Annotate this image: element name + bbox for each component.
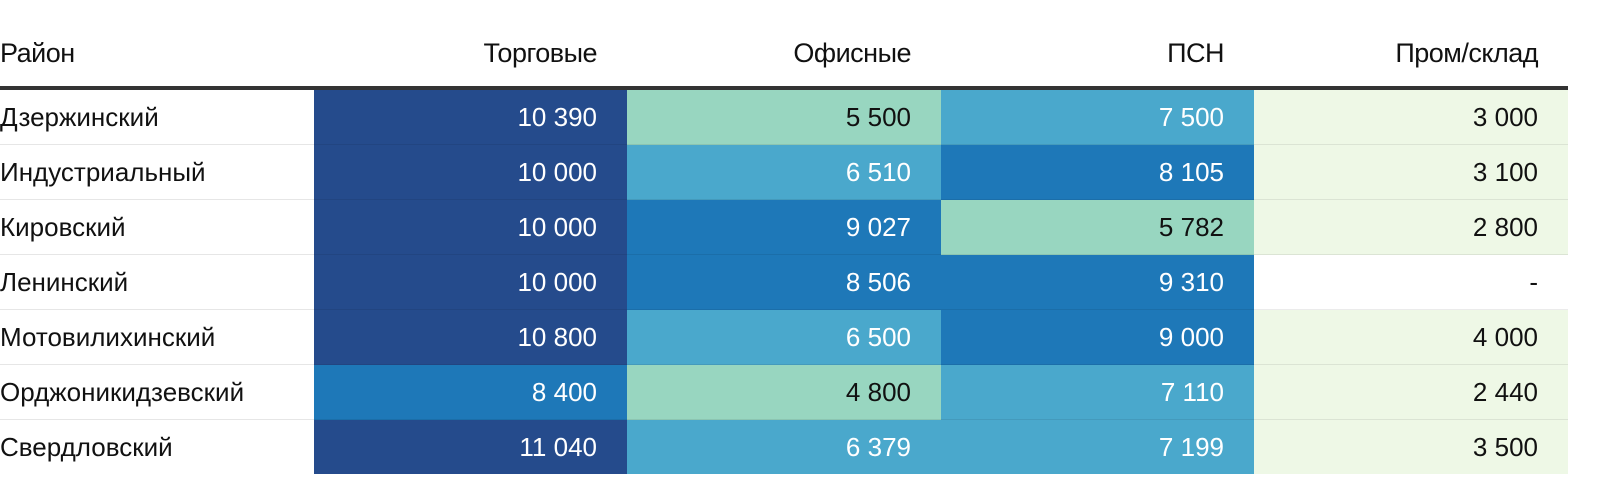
row-label-district: Свердловский	[0, 419, 314, 474]
heatmap-cell: 9 027	[627, 199, 941, 255]
table-row: Свердловский 11 040 6 379 7 199 3 500	[0, 419, 1568, 474]
heatmap-cell: 6 510	[627, 144, 941, 200]
heatmap-cell: 10 000	[314, 254, 627, 310]
table-body: Дзержинский 10 390 5 500 7 500 3 000 Индустри…	[0, 88, 1568, 474]
heatmap-cell: 8 105	[941, 144, 1254, 200]
heatmap-cell: 6 500	[627, 309, 941, 365]
heatmap-cell: 10 000	[314, 199, 627, 255]
header-row: Район Торговые Офисные ПСН Пром/склад	[0, 20, 1568, 90]
heatmap-cell: 3 100	[1254, 144, 1568, 200]
heatmap-cell: 8 506	[627, 254, 941, 310]
table-row: Дзержинский 10 390 5 500 7 500 3 000	[0, 88, 1568, 145]
column-header-office: Офисные	[627, 20, 941, 90]
heatmap-cell: 9 310	[941, 254, 1254, 310]
heatmap-cell: 10 800	[314, 309, 627, 365]
heatmap-cell: 8 400	[314, 364, 627, 420]
column-header-retail: Торговые	[314, 20, 627, 90]
heatmap-table: Район Торговые Офисные ПСН Пром/склад Дз…	[0, 20, 1568, 474]
row-label-district: Кировский	[0, 199, 314, 255]
heatmap-cell: 9 000	[941, 309, 1254, 365]
heatmap-cell: 5 500	[627, 88, 941, 145]
table-row: Мотовилихинский 10 800 6 500 9 000 4 000	[0, 309, 1568, 365]
heatmap-cell: 7 199	[941, 419, 1254, 474]
row-label-district: Мотовилихинский	[0, 309, 314, 365]
heatmap-cell: 3 500	[1254, 419, 1568, 474]
heatmap-cell: 2 800	[1254, 199, 1568, 255]
heatmap-cell: -	[1254, 254, 1568, 310]
table-row: Ленинский 10 000 8 506 9 310-	[0, 254, 1568, 310]
row-label-district: Индустриальный	[0, 144, 314, 200]
table-header: Район Торговые Офисные ПСН Пром/склад	[0, 20, 1568, 90]
heatmap-cell: 7 110	[941, 364, 1254, 420]
heatmap-cell: 11 040	[314, 419, 627, 474]
column-header-district: Район	[0, 20, 314, 90]
heatmap-cell: 4 000	[1254, 309, 1568, 365]
table-row: Орджоникидзевский 8 400 4 800 7 110 2 440	[0, 364, 1568, 420]
row-label-district: Ленинский	[0, 254, 314, 310]
heatmap-cell: 10 390	[314, 88, 627, 145]
table-row: Кировский 10 000 9 027 5 782 2 800	[0, 199, 1568, 255]
heatmap-cell: 7 500	[941, 88, 1254, 145]
heatmap-cell: 2 440	[1254, 364, 1568, 420]
heatmap-cell: 10 000	[314, 144, 627, 200]
heatmap-cell: 5 782	[941, 199, 1254, 255]
heatmap-cell: 4 800	[627, 364, 941, 420]
table-row: Индустриальный 10 000 6 510 8 105 3 100	[0, 144, 1568, 200]
column-header-psn: ПСН	[941, 20, 1254, 90]
row-label-district: Дзержинский	[0, 88, 314, 145]
heatmap-cell: 3 000	[1254, 88, 1568, 145]
heatmap-table-container: Район Торговые Офисные ПСН Пром/склад Дз…	[0, 20, 1568, 474]
heatmap-cell: 6 379	[627, 419, 941, 474]
row-label-district: Орджоникидзевский	[0, 364, 314, 420]
column-header-industrial: Пром/склад	[1254, 20, 1568, 90]
